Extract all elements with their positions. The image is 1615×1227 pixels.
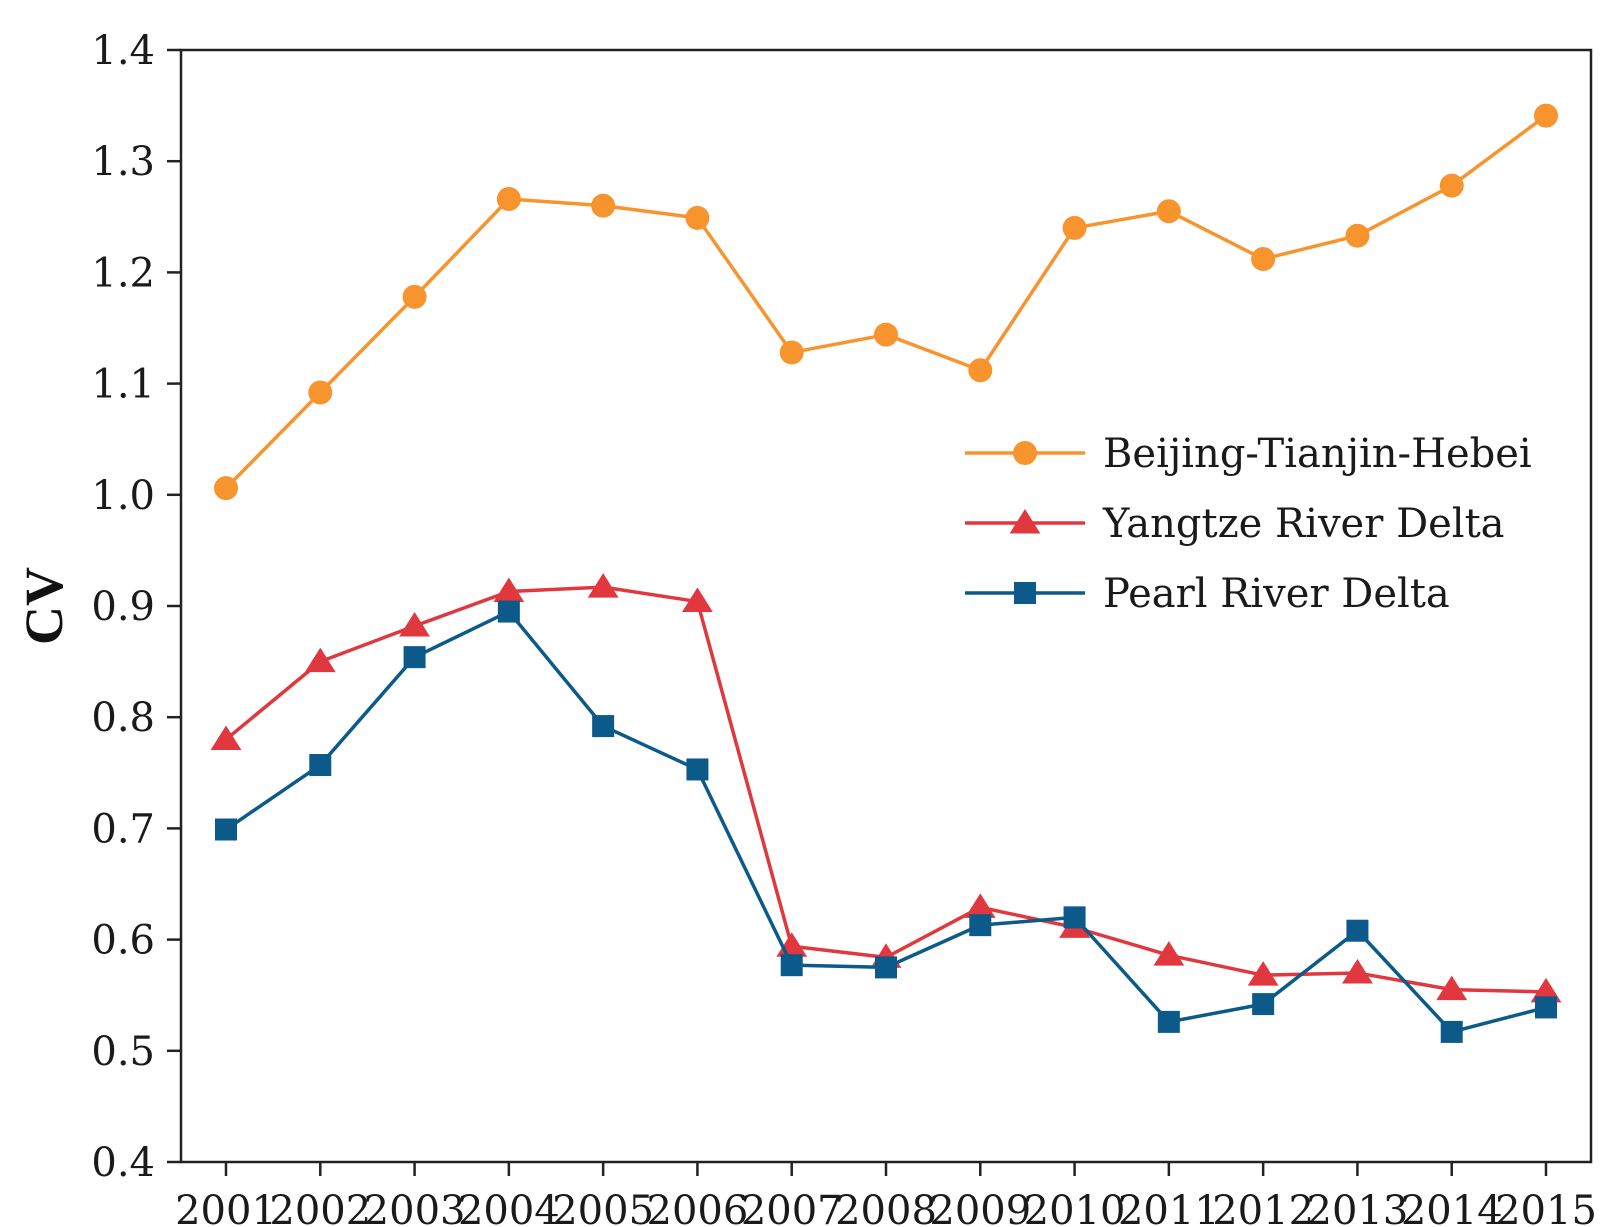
data-point [587, 573, 619, 598]
data-point [685, 205, 710, 230]
x-tick-label: 2004 [458, 1188, 560, 1227]
data-point [308, 380, 333, 405]
x-tick-label: 2005 [552, 1188, 654, 1227]
data-point [1062, 215, 1087, 240]
data-point [592, 715, 615, 738]
y-tick-label: 1.3 [91, 139, 155, 185]
data-point [496, 187, 521, 212]
data-point [591, 193, 616, 218]
x-tick-label: 2001 [175, 1188, 277, 1227]
data-point [874, 322, 898, 347]
y-tick-label: 0.8 [91, 695, 155, 741]
data-point [780, 954, 803, 977]
x-tick-label: 2011 [1118, 1188, 1220, 1227]
x-tick-label: 2015 [1495, 1188, 1597, 1227]
data-point [1534, 103, 1558, 128]
y-tick-label: 0.9 [91, 584, 155, 630]
y-tick-label: 1.2 [91, 250, 155, 296]
series-layer [210, 103, 1562, 1043]
data-point [215, 818, 237, 841]
data-point [1247, 961, 1279, 986]
data-point [1157, 1010, 1180, 1033]
y-tick-label: 0.6 [91, 918, 155, 964]
y-tick-label: 1.4 [91, 28, 155, 74]
legend-marker [1013, 441, 1037, 465]
data-point [497, 600, 520, 623]
series-1 [214, 103, 1558, 501]
legend-marker [1014, 582, 1036, 604]
x-tick-label: 2003 [364, 1188, 466, 1227]
data-point [1535, 996, 1557, 1019]
x-tick-label: 2012 [1212, 1188, 1314, 1227]
data-point [969, 914, 992, 937]
data-point [1436, 975, 1468, 1001]
data-point [309, 754, 332, 777]
data-point [1342, 958, 1373, 984]
data-point [304, 647, 336, 673]
legend-item: Beijing-Tianjin-Hebei [965, 431, 1532, 477]
x-tick-label: 2013 [1307, 1188, 1409, 1227]
legend-marker [1009, 509, 1041, 534]
y-axis-title: CV [14, 567, 74, 645]
legend-label: Yangtze River Delta [1102, 501, 1505, 547]
data-point [1063, 906, 1086, 929]
x-tick-label: 2008 [835, 1188, 937, 1227]
legend-label: Beijing-Tianjin-Hebei [1103, 431, 1532, 477]
y-tick-label: 1.0 [91, 473, 155, 519]
data-point [968, 358, 993, 383]
data-point [1530, 977, 1562, 1003]
y-tick-label: 0.7 [91, 806, 155, 852]
data-point [875, 956, 897, 979]
x-tick-label: 2006 [647, 1188, 749, 1227]
x-tick-label: 2010 [1024, 1188, 1126, 1227]
data-point [1439, 173, 1464, 198]
data-point [214, 476, 238, 501]
data-point [779, 340, 804, 365]
data-point [1252, 993, 1275, 1016]
data-point [1346, 919, 1369, 942]
data-point [1345, 223, 1370, 248]
y-tick-label: 1.1 [91, 362, 155, 408]
data-point [210, 725, 242, 750]
data-point [493, 577, 525, 603]
data-point [402, 284, 427, 309]
data-point [1440, 1020, 1463, 1043]
y-tick-label: 0.5 [91, 1029, 155, 1075]
data-point [403, 646, 426, 669]
x-tick-label: 2002 [269, 1188, 371, 1227]
series-3 [215, 600, 1557, 1043]
x-tick-label: 2009 [929, 1188, 1031, 1227]
data-point [686, 758, 709, 781]
y-axis: 0.4 0.5 0.6 0.7 0.8 0.9 1.0 1.1 1.2 1.3 1.4 [91, 28, 181, 1186]
x-tick-label: 2007 [741, 1188, 843, 1227]
data-point [682, 587, 713, 613]
legend-label: Pearl River Delta [1103, 571, 1450, 617]
data-point [1153, 941, 1185, 966]
x-axis: 2001200220032004200520062007200820092010… [175, 1162, 1597, 1227]
y-tick-label: 0.4 [91, 1140, 155, 1186]
data-point [1156, 199, 1181, 224]
legend-item: Pearl River Delta [965, 571, 1450, 617]
x-tick-label: 2014 [1401, 1188, 1503, 1227]
data-point [964, 893, 996, 918]
data-point [399, 612, 430, 637]
legend: Beijing-Tianjin-Hebei Yangtze River Delta… [965, 431, 1532, 617]
legend-item: Yangtze River Delta [965, 501, 1505, 547]
data-point [1251, 247, 1276, 272]
